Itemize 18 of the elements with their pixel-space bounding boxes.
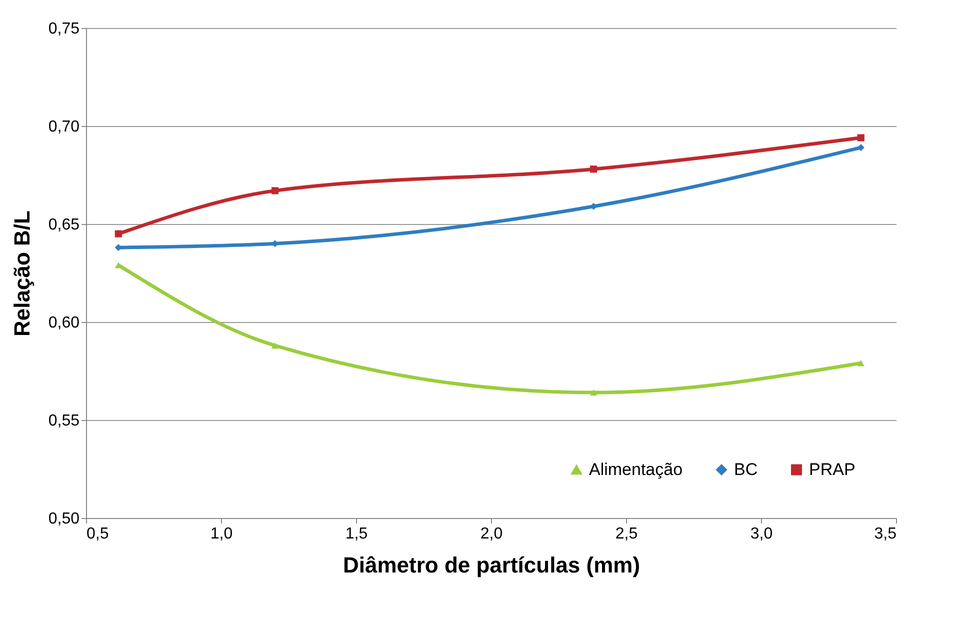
legend-label: Alimentação	[589, 460, 683, 479]
x-tick-label: 1,5	[345, 526, 368, 542]
legend-label: PRAP	[809, 460, 856, 479]
y-tick-label: 0,65	[48, 216, 80, 234]
y-axis-title: Relação B/L	[9, 210, 34, 336]
x-tick-label: 2,5	[615, 526, 638, 542]
x-tick-label: 2,0	[480, 526, 503, 542]
y-tick-label: 0,70	[48, 118, 80, 136]
x-tick-label: 3,0	[750, 526, 773, 542]
y-tick-label: 0,75	[48, 20, 80, 38]
y-tick-label: 0,55	[48, 412, 80, 430]
x-axis-title: Diâmetro de partículas (mm)	[342, 552, 640, 578]
legend-label: BC	[734, 460, 758, 479]
y-tick-label: 0,60	[48, 314, 80, 332]
x-tick-label: 3,5	[874, 526, 897, 542]
x-tick-label: 1,0	[210, 526, 233, 542]
y-tick-label: 0,50	[48, 510, 80, 528]
x-tick-label: 0,5	[86, 526, 109, 542]
